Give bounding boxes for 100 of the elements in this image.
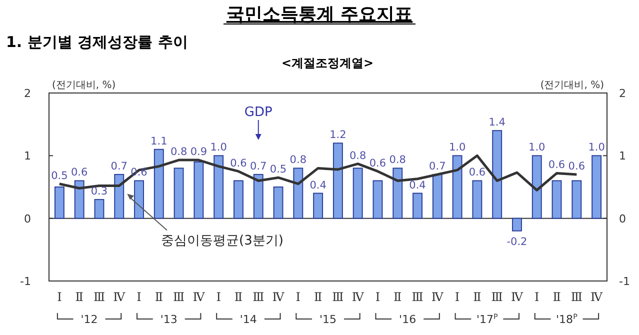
bar [74,180,84,219]
text: '18$^{P}$ [556,312,578,326]
bar [174,168,184,219]
data-label: 0.4 [310,179,327,192]
x-tick-label: Ⅰ [454,290,460,304]
bar [592,155,602,219]
bar [432,174,442,219]
bar [472,180,482,219]
data-label: 0.7 [250,160,267,172]
text: '15 [319,313,337,326]
text: '16 [399,313,416,326]
data-label: 1.4 [488,116,506,129]
x-tick-label: Ⅰ [534,290,540,304]
x-tick-label: Ⅰ [296,290,301,304]
bar [154,148,164,219]
text: 중심이동평균(3분기) [161,233,284,248]
x-tick-label: Ⅱ [552,290,561,304]
y-tick-label: 2 [24,87,31,100]
x-tick-label: Ⅱ [75,290,84,304]
data-label: 0.8 [349,150,366,162]
text: '12 [80,313,98,326]
bar [214,155,224,219]
data-label: -0.2 [506,236,528,248]
data-label: 0.9 [190,146,208,158]
bar [492,130,502,219]
data-label: 0.5 [270,164,287,176]
data-label: 1.1 [150,135,168,148]
bar [332,142,343,219]
x-tick-label: Ⅱ [473,290,482,304]
x-tick-label: Ⅳ [272,290,286,304]
chart-subtitle: 1. 분기별 경제성장률 추이 [6,33,188,51]
x-tick-label: Ⅲ [332,290,344,304]
data-label: 0.6 [548,159,566,172]
data-label: 0.6 [468,166,486,179]
bar [392,168,403,219]
x-tick-label: Ⅲ [412,290,424,304]
y-tick-label: 0 [24,212,31,226]
data-label: 0.3 [90,186,108,198]
data-label: 1.0 [588,142,605,154]
bar [54,186,64,219]
bar [452,155,462,219]
data-label: 0.5 [51,170,68,182]
bar [234,180,244,219]
y2-axis-title: (전기대비, %) [540,80,604,91]
data-label: 0.4 [409,179,426,192]
y2-tick-label: 0 [619,212,626,226]
data-label: 1.0 [528,142,546,154]
bar [313,192,324,219]
data-label: 0.8 [170,146,188,158]
x-tick-label: Ⅰ [57,290,62,304]
bar [372,180,383,219]
x-tick-label: Ⅳ [113,290,126,304]
bar [552,180,562,219]
bar [352,168,363,219]
bar [512,218,522,232]
x-tick-label: Ⅱ [394,290,402,304]
x-tick-label: Ⅰ [216,290,222,304]
bar [572,180,582,219]
text: GDP [244,105,272,120]
bar [253,174,264,219]
data-label: 0.6 [568,160,586,172]
x-tick-label: Ⅰ [136,290,142,304]
x-tick-label: Ⅲ [173,290,185,304]
y-tick-label: 1 [24,150,31,163]
x-tick-label: Ⅲ [252,290,264,304]
x-tick-label: Ⅲ [93,290,106,304]
y2-tick-label: -1 [619,275,630,288]
chart-title: 국민소득통계 주요지표 [226,4,413,25]
x-tick-label: Ⅳ [431,290,444,304]
data-label: 1.0 [448,142,466,154]
x-tick-label: Ⅱ [314,290,322,304]
text: <계절조정계열> [281,56,374,70]
data-label: 1.0 [210,142,227,154]
data-label: 0.6 [230,157,248,170]
y-axis-title: (전기대비, %) [52,80,116,91]
y-tick-label: -1 [20,275,31,288]
data-label: 0.8 [389,154,406,166]
x-tick-label: Ⅲ [491,290,503,304]
x-tick-label: Ⅰ [375,290,380,304]
x-tick-label: Ⅱ [154,290,163,304]
data-label: 0.8 [290,154,307,166]
x-tick-label: Ⅲ [570,290,582,304]
data-label: 1.2 [330,129,346,142]
bar [194,161,204,219]
x-tick-label: Ⅳ [590,290,604,304]
text: '14 [240,313,257,326]
x-tick-label: Ⅱ [234,290,243,304]
data-label: 0.6 [70,166,88,179]
data-label: 0.7 [110,160,128,172]
data-label: 0.7 [429,160,446,172]
data-label: 0.6 [369,157,386,170]
x-tick-label: Ⅳ [510,290,524,304]
x-tick-label: Ⅳ [352,290,365,304]
y2-tick-label: 1 [619,150,626,163]
bar [114,174,124,219]
bar [412,192,422,219]
bar [134,180,144,219]
text: '17$^{P}$ [476,312,499,326]
bar [273,186,284,219]
bar [293,168,304,219]
